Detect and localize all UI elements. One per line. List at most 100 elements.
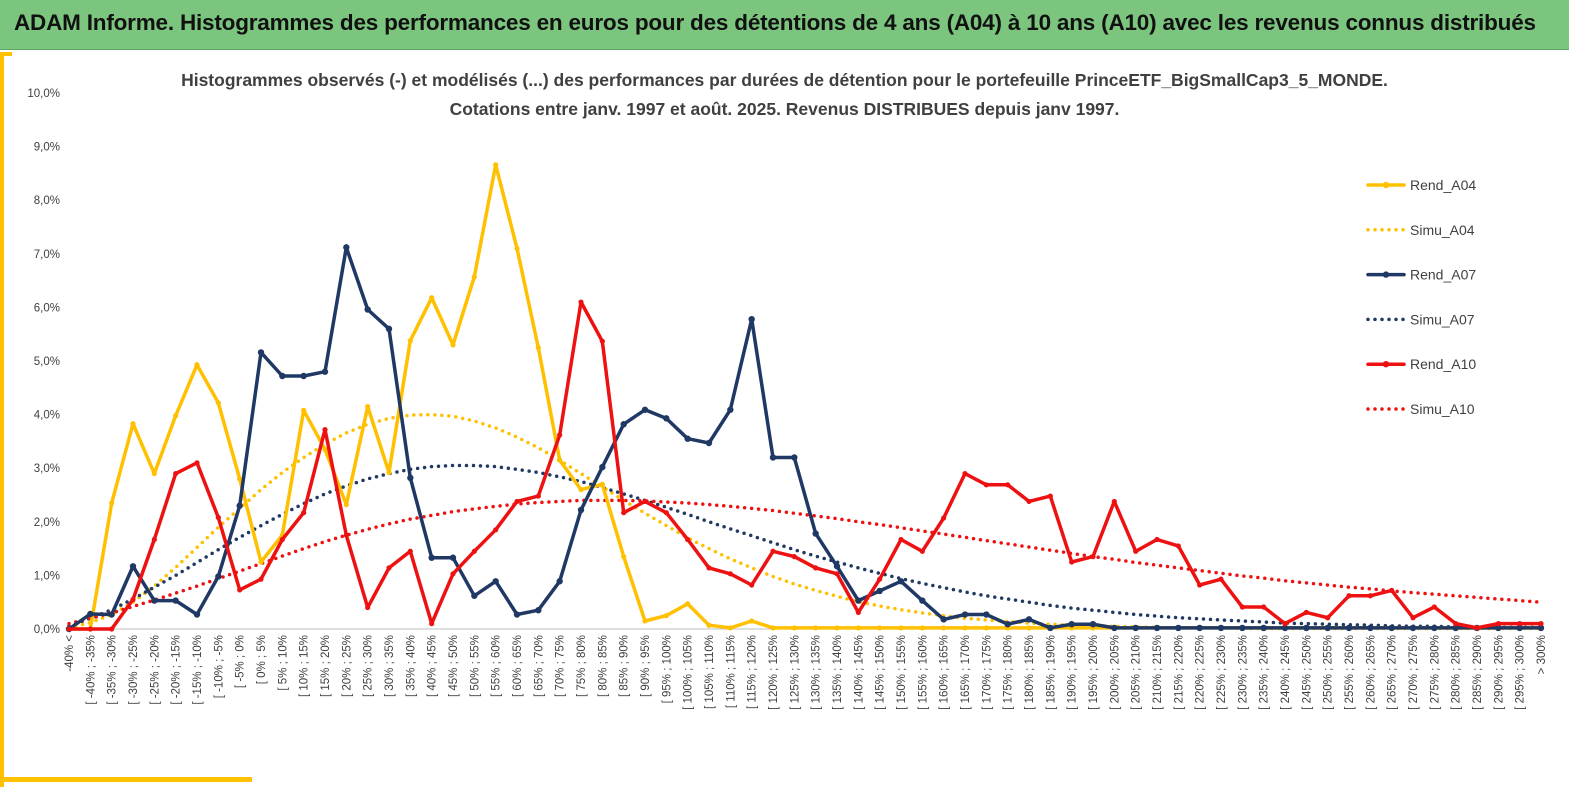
data-point bbox=[301, 510, 307, 516]
x-tick-label: -40% < bbox=[64, 635, 76, 672]
data-point bbox=[1154, 536, 1160, 543]
data-point bbox=[684, 435, 691, 442]
chart-subtitle: Cotations entre janv. 1997 et août. 2025… bbox=[449, 99, 1120, 119]
x-tick-label: [ 5% ; 10% bbox=[277, 635, 289, 691]
data-point bbox=[1197, 582, 1203, 588]
x-tick-label: [ 30% ; 35% bbox=[384, 635, 396, 697]
data-point bbox=[1025, 616, 1033, 623]
data-point bbox=[449, 554, 457, 561]
data-point bbox=[237, 587, 243, 593]
data-point bbox=[1068, 620, 1075, 628]
x-tick-label: [ 40% ; 45% bbox=[427, 635, 439, 697]
data-point bbox=[941, 515, 947, 521]
data-point bbox=[535, 493, 541, 499]
data-point bbox=[621, 554, 627, 560]
x-axis: -40% < [ -40% ; -35% [ -35% ; -30% [ -30% ;… bbox=[64, 635, 1548, 710]
data-point bbox=[961, 611, 969, 618]
data-point bbox=[109, 626, 115, 632]
data-point bbox=[365, 604, 371, 611]
data-point bbox=[258, 576, 264, 582]
y-tick-label: 4,0% bbox=[34, 410, 60, 422]
data-point bbox=[557, 457, 563, 463]
y-tick-label: 8,0% bbox=[34, 195, 60, 207]
data-point bbox=[407, 548, 413, 554]
x-tick-label: [ 25% ; 30% bbox=[363, 635, 375, 697]
data-point bbox=[855, 625, 861, 631]
data-point bbox=[833, 563, 841, 570]
y-tick-label: 1,0% bbox=[34, 570, 60, 582]
data-point bbox=[705, 439, 713, 447]
data-point bbox=[1431, 604, 1437, 610]
x-tick-label: [ 125% ; 130% bbox=[789, 635, 801, 710]
legend-label: Rend_A10 bbox=[1410, 356, 1476, 372]
data-point bbox=[898, 625, 904, 631]
data-point bbox=[450, 571, 456, 577]
data-point bbox=[1367, 624, 1374, 632]
x-tick-label: [ 160% ; 165% bbox=[939, 635, 951, 710]
x-tick-label: [ 80% ; 85% bbox=[597, 635, 609, 697]
data-point bbox=[1325, 615, 1331, 621]
data-point bbox=[1389, 587, 1395, 594]
x-tick-label: [ 10% ; 15% bbox=[299, 635, 311, 697]
x-tick-label: [ 245% ; 250% bbox=[1301, 635, 1313, 710]
series-line-rend-a10 bbox=[67, 300, 1543, 631]
data-point bbox=[471, 274, 477, 280]
data-point bbox=[1495, 624, 1502, 632]
data-point bbox=[300, 372, 307, 380]
x-tick-label: [ 240% ; 245% bbox=[1280, 635, 1292, 710]
x-tick-label: [ 285% ; 290% bbox=[1472, 635, 1484, 710]
data-point bbox=[301, 407, 307, 413]
x-tick-label: [ 100% ; 105% bbox=[683, 635, 695, 710]
data-point bbox=[236, 502, 243, 509]
data-point bbox=[813, 565, 819, 571]
banner-title: ADAM Informe. Histogrammes des performan… bbox=[14, 10, 1536, 35]
data-point bbox=[1026, 498, 1032, 505]
x-tick-label: [ -30% ; -25% bbox=[128, 635, 140, 705]
data-point bbox=[343, 502, 349, 508]
data-point bbox=[279, 536, 285, 543]
x-tick-label: [ -5% ; 0% bbox=[235, 635, 247, 688]
data-point bbox=[215, 400, 221, 406]
data-point bbox=[215, 514, 221, 521]
data-point bbox=[194, 362, 200, 368]
y-tick-label: 0,0% bbox=[34, 624, 60, 636]
data-point bbox=[557, 432, 563, 438]
x-tick-label: [ 120% ; 125% bbox=[768, 635, 780, 710]
x-tick-label: [ 190% ; 195% bbox=[1067, 635, 1079, 710]
data-point bbox=[471, 548, 477, 554]
accent-bar-top bbox=[0, 52, 12, 56]
x-tick-label: [ 235% ; 240% bbox=[1259, 635, 1271, 710]
data-point bbox=[962, 470, 968, 477]
data-point bbox=[599, 481, 605, 487]
x-tick-label: [ 110% ; 115% bbox=[725, 635, 737, 708]
x-tick-label: [ 20% ; 25% bbox=[341, 635, 353, 697]
data-point bbox=[1282, 621, 1288, 627]
data-point bbox=[791, 454, 798, 461]
data-point bbox=[493, 527, 499, 533]
data-point bbox=[770, 625, 776, 631]
data-point bbox=[855, 597, 862, 604]
data-point bbox=[87, 626, 93, 632]
x-tick-label: [ 15% ; 20% bbox=[320, 635, 332, 697]
x-tick-label: [ 200% ; 205% bbox=[1109, 635, 1121, 710]
data-point bbox=[877, 625, 883, 631]
data-point bbox=[940, 616, 947, 623]
x-tick-label: > 300% bbox=[1536, 635, 1548, 674]
x-tick-label: [ -15% ; -10% bbox=[192, 635, 204, 705]
data-point bbox=[1516, 624, 1523, 632]
x-tick-label: [ 175% ; 180% bbox=[1003, 635, 1015, 710]
data-point bbox=[257, 349, 265, 356]
data-point bbox=[1175, 624, 1182, 632]
data-point bbox=[1281, 624, 1289, 632]
x-tick-label: [ 55% ; 60% bbox=[491, 635, 503, 697]
x-tick-label: [ 260% ; 265% bbox=[1365, 635, 1377, 710]
data-point bbox=[1495, 621, 1501, 627]
legend-marker bbox=[1382, 271, 1390, 278]
data-point bbox=[1069, 559, 1075, 565]
data-point bbox=[1452, 624, 1459, 632]
data-point bbox=[1260, 624, 1267, 632]
x-tick-label: [ 45% ; 50% bbox=[448, 635, 460, 697]
legend-marker bbox=[1382, 361, 1390, 368]
data-point bbox=[1538, 621, 1544, 627]
